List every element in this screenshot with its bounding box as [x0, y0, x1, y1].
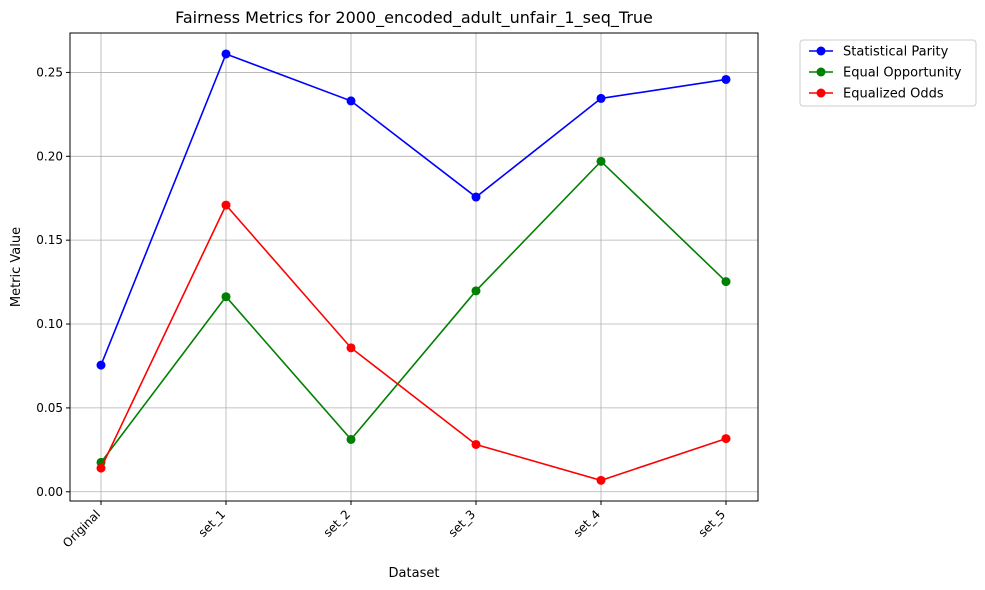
y-tick-label: 0.00: [36, 485, 63, 499]
legend-label: Equal Opportunity: [843, 66, 962, 81]
data-point: [221, 49, 231, 59]
data-point: [221, 200, 231, 210]
y-axis-label: Metric Value: [9, 227, 24, 307]
grid-lines: [70, 33, 758, 501]
y-tick-label: 0.05: [36, 401, 63, 415]
data-point: [346, 343, 356, 353]
legend-box: [799, 39, 977, 107]
series-line: [100, 203, 727, 482]
legend: Statistical Parity Equal Opportunity Equal…: [799, 39, 977, 107]
y-axis-ticks: 0.00 0.05 0.10 0.15 0.20 0.25: [36, 65, 70, 499]
data-point: [221, 292, 231, 302]
data-point: [471, 439, 481, 449]
data-point: [721, 434, 731, 444]
legend-label: Statistical Parity: [843, 45, 949, 60]
plot-frame: [69, 32, 759, 502]
data-point: [721, 74, 731, 84]
chart-title: Fairness Metrics for 2000_encoded_adult_…: [175, 8, 653, 28]
data-point: [596, 475, 606, 485]
legend-marker: [816, 67, 826, 77]
x-axis-label: Dataset: [389, 566, 440, 581]
y-tick-label: 0.20: [36, 149, 63, 163]
legend-marker: [816, 88, 826, 98]
data-point: [471, 192, 481, 202]
data-point: [596, 156, 606, 166]
legend-marker: [816, 46, 826, 56]
data-point: [596, 93, 606, 103]
data-point: [721, 277, 731, 287]
data-point: [346, 434, 356, 444]
series-group: [96, 49, 731, 485]
data-point: [471, 286, 481, 296]
y-tick-label: 0.10: [36, 317, 63, 331]
y-tick-label: 0.15: [36, 233, 63, 247]
legend-label: Equalized Odds: [843, 87, 944, 102]
data-point: [96, 463, 106, 473]
series-line: [100, 52, 727, 366]
data-point: [96, 360, 106, 370]
y-tick-label: 0.25: [36, 65, 63, 79]
data-point: [346, 96, 356, 106]
series-line: [100, 160, 727, 463]
